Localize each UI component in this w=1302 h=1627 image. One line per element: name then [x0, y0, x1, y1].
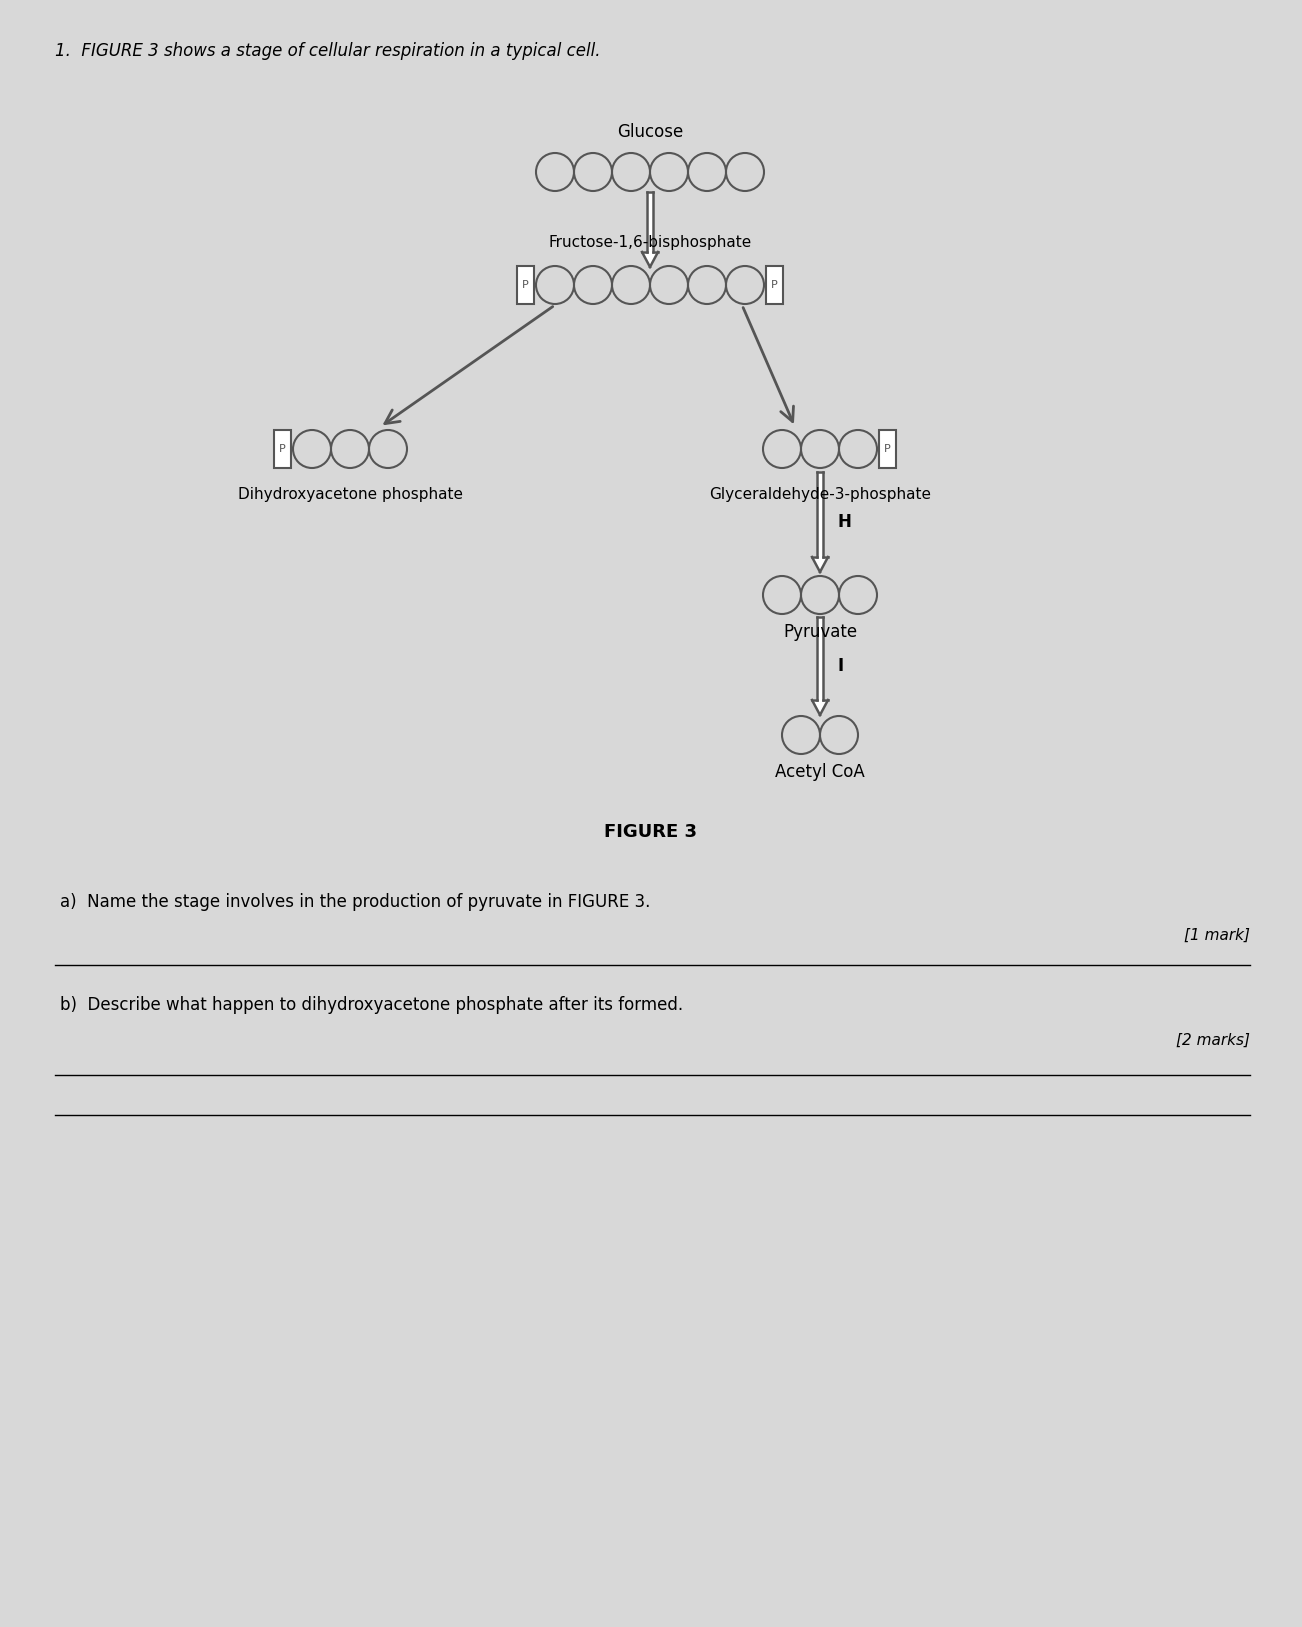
Text: P: P: [884, 444, 891, 454]
Text: a)  Name the stage involves in the production of pyruvate in FIGURE 3.: a) Name the stage involves in the produc…: [60, 893, 651, 911]
Text: 1.  FIGURE 3 shows a stage of cellular respiration in a typical cell.: 1. FIGURE 3 shows a stage of cellular re…: [55, 42, 600, 60]
Text: P: P: [771, 280, 777, 290]
Polygon shape: [812, 472, 828, 573]
Text: I: I: [838, 657, 844, 675]
FancyBboxPatch shape: [766, 265, 783, 304]
Text: Dihydroxyacetone phosphate: Dihydroxyacetone phosphate: [237, 486, 462, 501]
Text: P: P: [522, 280, 529, 290]
Text: Glucose: Glucose: [617, 124, 684, 142]
Text: Acetyl CoA: Acetyl CoA: [775, 763, 865, 781]
Text: b)  Describe what happen to dihydroxyacetone phosphate after its formed.: b) Describe what happen to dihydroxyacet…: [60, 996, 684, 1014]
FancyBboxPatch shape: [879, 430, 896, 469]
Text: [2 marks]: [2 marks]: [1176, 1033, 1250, 1048]
Text: H: H: [838, 513, 852, 530]
FancyBboxPatch shape: [517, 265, 534, 304]
Polygon shape: [812, 617, 828, 714]
Text: FIGURE 3: FIGURE 3: [604, 823, 697, 841]
Text: P: P: [279, 444, 286, 454]
Text: [1 mark]: [1 mark]: [1184, 927, 1250, 942]
Text: Pyruvate: Pyruvate: [783, 623, 857, 641]
Text: Fructose-1,6-bisphosphate: Fructose-1,6-bisphosphate: [548, 234, 751, 249]
Polygon shape: [642, 192, 658, 267]
FancyBboxPatch shape: [273, 430, 292, 469]
Text: Glyceraldehyde-3-phosphate: Glyceraldehyde-3-phosphate: [710, 486, 931, 501]
